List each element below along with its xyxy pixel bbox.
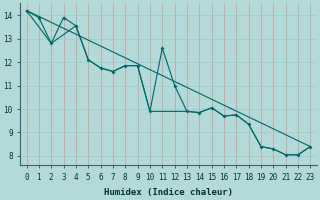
- X-axis label: Humidex (Indice chaleur): Humidex (Indice chaleur): [104, 188, 233, 197]
